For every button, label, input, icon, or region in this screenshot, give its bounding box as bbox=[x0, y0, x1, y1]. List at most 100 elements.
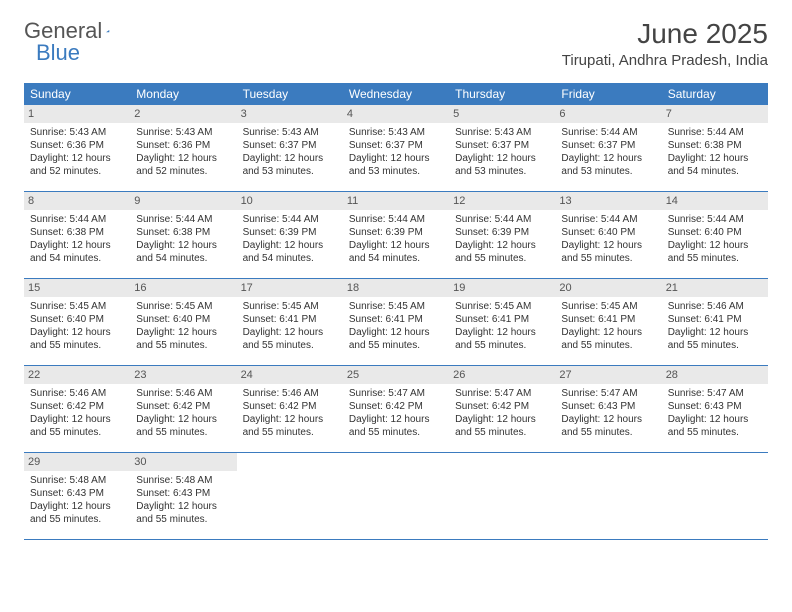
day-number: 30 bbox=[130, 453, 236, 471]
day-cell: 23Sunrise: 5:46 AMSunset: 6:42 PMDayligh… bbox=[130, 366, 236, 452]
sunrise-line: Sunrise: 5:48 AM bbox=[30, 474, 124, 487]
week-row: 1Sunrise: 5:43 AMSunset: 6:36 PMDaylight… bbox=[24, 105, 768, 192]
day-number: 12 bbox=[449, 192, 555, 210]
sunrise-line: Sunrise: 5:47 AM bbox=[455, 387, 549, 400]
daylight-line: Daylight: 12 hours and 53 minutes. bbox=[349, 152, 443, 178]
day-cell: . bbox=[237, 453, 343, 539]
day-number: 24 bbox=[237, 366, 343, 384]
sunrise-line: Sunrise: 5:46 AM bbox=[30, 387, 124, 400]
day-cell: 12Sunrise: 5:44 AMSunset: 6:39 PMDayligh… bbox=[449, 192, 555, 278]
day-cell: . bbox=[449, 453, 555, 539]
day-header: Sunday bbox=[24, 83, 130, 105]
sunrise-line: Sunrise: 5:48 AM bbox=[136, 474, 230, 487]
day-cell: 28Sunrise: 5:47 AMSunset: 6:43 PMDayligh… bbox=[662, 366, 768, 452]
sunrise-line: Sunrise: 5:44 AM bbox=[561, 126, 655, 139]
sunset-line: Sunset: 6:42 PM bbox=[243, 400, 337, 413]
sunrise-line: Sunrise: 5:47 AM bbox=[561, 387, 655, 400]
sunset-line: Sunset: 6:41 PM bbox=[668, 313, 762, 326]
day-cell: 16Sunrise: 5:45 AMSunset: 6:40 PMDayligh… bbox=[130, 279, 236, 365]
sunrise-line: Sunrise: 5:45 AM bbox=[243, 300, 337, 313]
week-row: 15Sunrise: 5:45 AMSunset: 6:40 PMDayligh… bbox=[24, 279, 768, 366]
sunrise-line: Sunrise: 5:46 AM bbox=[243, 387, 337, 400]
sunrise-line: Sunrise: 5:44 AM bbox=[668, 126, 762, 139]
sunrise-line: Sunrise: 5:43 AM bbox=[349, 126, 443, 139]
day-number: 28 bbox=[662, 366, 768, 384]
sunset-line: Sunset: 6:38 PM bbox=[668, 139, 762, 152]
sunset-line: Sunset: 6:37 PM bbox=[243, 139, 337, 152]
day-cell: . bbox=[555, 453, 661, 539]
daylight-line: Daylight: 12 hours and 55 minutes. bbox=[30, 413, 124, 439]
sunrise-line: Sunrise: 5:45 AM bbox=[455, 300, 549, 313]
day-number: 22 bbox=[24, 366, 130, 384]
day-number: 13 bbox=[555, 192, 661, 210]
day-number: 1 bbox=[24, 105, 130, 123]
daylight-line: Daylight: 12 hours and 55 minutes. bbox=[455, 239, 549, 265]
day-number: 29 bbox=[24, 453, 130, 471]
sunset-line: Sunset: 6:38 PM bbox=[136, 226, 230, 239]
day-cell: 15Sunrise: 5:45 AMSunset: 6:40 PMDayligh… bbox=[24, 279, 130, 365]
sunset-line: Sunset: 6:43 PM bbox=[30, 487, 124, 500]
day-cell: 5 Sunrise: 5:43 AMSunset: 6:37 PMDaylight… bbox=[449, 105, 555, 191]
week-row: 29Sunrise: 5:48 AMSunset: 6:43 PMDayligh… bbox=[24, 453, 768, 540]
daylight-line: Daylight: 12 hours and 55 minutes. bbox=[668, 239, 762, 265]
daylight-line: Daylight: 12 hours and 55 minutes. bbox=[349, 413, 443, 439]
day-number: 9 bbox=[130, 192, 236, 210]
sunrise-line: Sunrise: 5:45 AM bbox=[136, 300, 230, 313]
sunrise-line: Sunrise: 5:44 AM bbox=[30, 213, 124, 226]
day-header: Wednesday bbox=[343, 83, 449, 105]
location-text: Tirupati, Andhra Pradesh, India bbox=[562, 52, 768, 69]
daylight-line: Daylight: 12 hours and 54 minutes. bbox=[30, 239, 124, 265]
day-number: 6 bbox=[555, 105, 661, 123]
daylight-line: Daylight: 12 hours and 55 minutes. bbox=[349, 326, 443, 352]
day-number: 25 bbox=[343, 366, 449, 384]
day-cell: 1Sunrise: 5:43 AMSunset: 6:36 PMDaylight… bbox=[24, 105, 130, 191]
day-number: 17 bbox=[237, 279, 343, 297]
day-cell: 13Sunrise: 5:44 AMSunset: 6:40 PMDayligh… bbox=[555, 192, 661, 278]
day-cell: . bbox=[662, 453, 768, 539]
day-number: 14 bbox=[662, 192, 768, 210]
daylight-line: Daylight: 12 hours and 55 minutes. bbox=[136, 500, 230, 526]
sunset-line: Sunset: 6:43 PM bbox=[561, 400, 655, 413]
day-header: Tuesday bbox=[237, 83, 343, 105]
day-cell: 25Sunrise: 5:47 AMSunset: 6:42 PMDayligh… bbox=[343, 366, 449, 452]
day-header: Monday bbox=[130, 83, 236, 105]
day-number: 3 bbox=[237, 105, 343, 123]
daylight-line: Daylight: 12 hours and 55 minutes. bbox=[668, 326, 762, 352]
logo-text-2: Blue bbox=[36, 40, 80, 66]
sunrise-line: Sunrise: 5:44 AM bbox=[136, 213, 230, 226]
sunrise-line: Sunrise: 5:46 AM bbox=[136, 387, 230, 400]
day-cell: 6Sunrise: 5:44 AMSunset: 6:37 PMDaylight… bbox=[555, 105, 661, 191]
day-number: 20 bbox=[555, 279, 661, 297]
sunrise-line: Sunrise: 5:43 AM bbox=[243, 126, 337, 139]
header: General June 2025 Tirupati, Andhra Prade… bbox=[0, 0, 792, 77]
day-number: 2 bbox=[130, 105, 236, 123]
sunset-line: Sunset: 6:42 PM bbox=[455, 400, 549, 413]
sunset-line: Sunset: 6:40 PM bbox=[561, 226, 655, 239]
day-header: Friday bbox=[555, 83, 661, 105]
sunrise-line: Sunrise: 5:44 AM bbox=[455, 213, 549, 226]
week-row: 22Sunrise: 5:46 AMSunset: 6:42 PMDayligh… bbox=[24, 366, 768, 453]
day-number: 4 bbox=[343, 105, 449, 123]
sunrise-line: Sunrise: 5:43 AM bbox=[455, 126, 549, 139]
day-cell: 18Sunrise: 5:45 AMSunset: 6:41 PMDayligh… bbox=[343, 279, 449, 365]
daylight-line: Daylight: 12 hours and 53 minutes. bbox=[455, 152, 549, 178]
day-cell: 2Sunrise: 5:43 AMSunset: 6:36 PMDaylight… bbox=[130, 105, 236, 191]
day-cell: 4Sunrise: 5:43 AMSunset: 6:37 PMDaylight… bbox=[343, 105, 449, 191]
sunset-line: Sunset: 6:42 PM bbox=[30, 400, 124, 413]
day-cell: 21Sunrise: 5:46 AMSunset: 6:41 PMDayligh… bbox=[662, 279, 768, 365]
day-number: 23 bbox=[130, 366, 236, 384]
sunrise-line: Sunrise: 5:44 AM bbox=[561, 213, 655, 226]
daylight-line: Daylight: 12 hours and 54 minutes. bbox=[349, 239, 443, 265]
daylight-line: Daylight: 12 hours and 54 minutes. bbox=[136, 239, 230, 265]
sunrise-line: Sunrise: 5:46 AM bbox=[668, 300, 762, 313]
daylight-line: Daylight: 12 hours and 55 minutes. bbox=[668, 413, 762, 439]
day-cell: 7Sunrise: 5:44 AMSunset: 6:38 PMDaylight… bbox=[662, 105, 768, 191]
daylight-line: Daylight: 12 hours and 55 minutes. bbox=[30, 326, 124, 352]
week-row: 8Sunrise: 5:44 AMSunset: 6:38 PMDaylight… bbox=[24, 192, 768, 279]
sunset-line: Sunset: 6:37 PM bbox=[455, 139, 549, 152]
day-number: 5 bbox=[449, 105, 555, 123]
month-title: June 2025 bbox=[562, 18, 768, 50]
daylight-line: Daylight: 12 hours and 54 minutes. bbox=[668, 152, 762, 178]
day-number: 19 bbox=[449, 279, 555, 297]
sunrise-line: Sunrise: 5:43 AM bbox=[136, 126, 230, 139]
